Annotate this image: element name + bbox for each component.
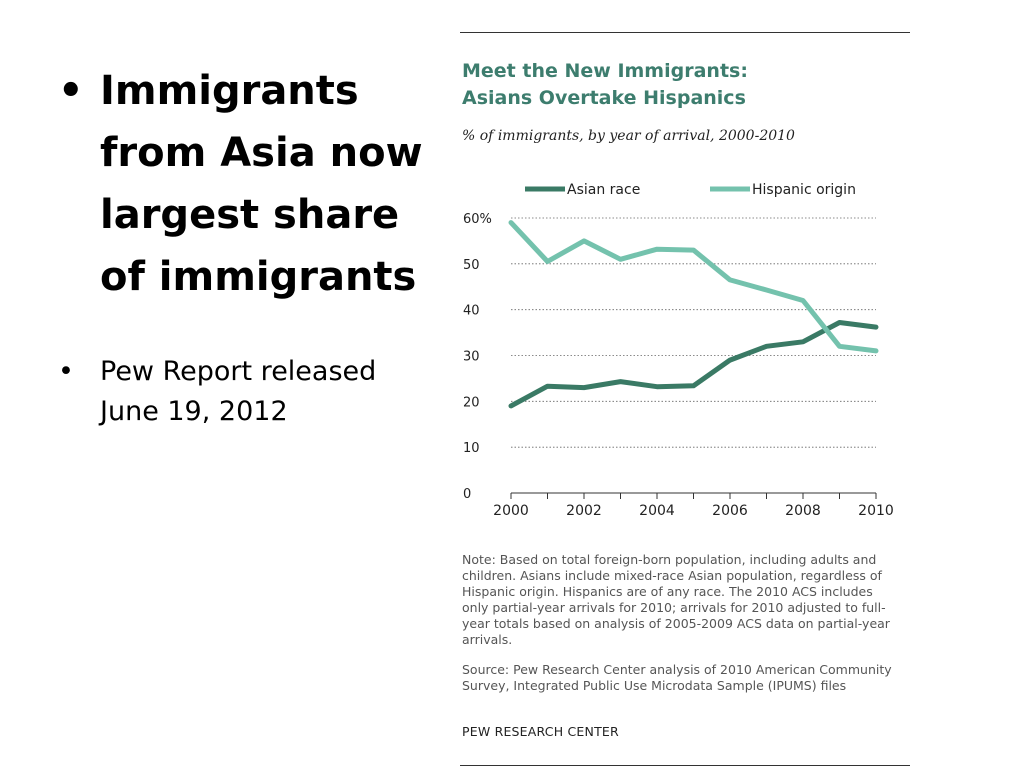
figure-note: Note: Based on total foreign-born popula… [462, 552, 890, 647]
x-tick-label: 2002 [566, 503, 602, 519]
bullet-dot: • [58, 68, 84, 114]
figure-credit: PEW RESEARCH CENTER [462, 724, 619, 739]
x-tick-label: 2000 [493, 503, 529, 519]
figure-source: Source: Pew Research Center analysis of … [462, 662, 892, 693]
y-tick-label: 60% [463, 212, 492, 227]
x-tick-label: 2010 [858, 503, 894, 519]
y-tick-label: 20 [463, 395, 480, 410]
pew-figure: Meet the New Immigrants: Asians Overtake… [460, 32, 910, 768]
figure-title-line2: Asians Overtake Hispanics [462, 87, 746, 109]
x-tick-label: 2008 [785, 503, 821, 519]
slide-bullets: • Immigrants from Asia now largest share… [58, 60, 438, 432]
y-tick-label: 30 [463, 350, 480, 365]
figure-bottom-rule [460, 765, 910, 766]
x-tick-label: 2006 [712, 503, 748, 519]
bullet-main: • Immigrants from Asia now largest share… [58, 60, 438, 308]
bullet-main-text: Immigrants from Asia now largest share o… [100, 68, 423, 300]
y-tick-label: 0 [463, 487, 471, 502]
legend-label: Asian race [567, 182, 640, 198]
figure-top-rule [460, 32, 910, 33]
x-tick-label: 2004 [639, 503, 675, 519]
figure-title: Meet the New Immigrants: Asians Overtake… [462, 58, 902, 112]
bullet-secondary-text: Pew Report released June 19, 2012 [100, 356, 377, 427]
figure-title-line1: Meet the New Immigrants: [462, 60, 748, 82]
y-tick-label: 40 [463, 304, 480, 319]
y-tick-label: 50 [463, 258, 480, 273]
y-tick-label: 10 [463, 441, 480, 456]
line-chart: 0 10 20 30 40 50 60% 2000 2002 2004 2006 2008 2010 As… [463, 182, 894, 519]
series-line [508, 320, 879, 409]
legend-label: Hispanic origin [752, 182, 856, 198]
bullet-dot: • [58, 356, 74, 387]
figure-subtitle: % of immigrants, by year of arrival, 200… [462, 128, 795, 144]
bullet-secondary: • Pew Report released June 19, 2012 [58, 352, 438, 432]
